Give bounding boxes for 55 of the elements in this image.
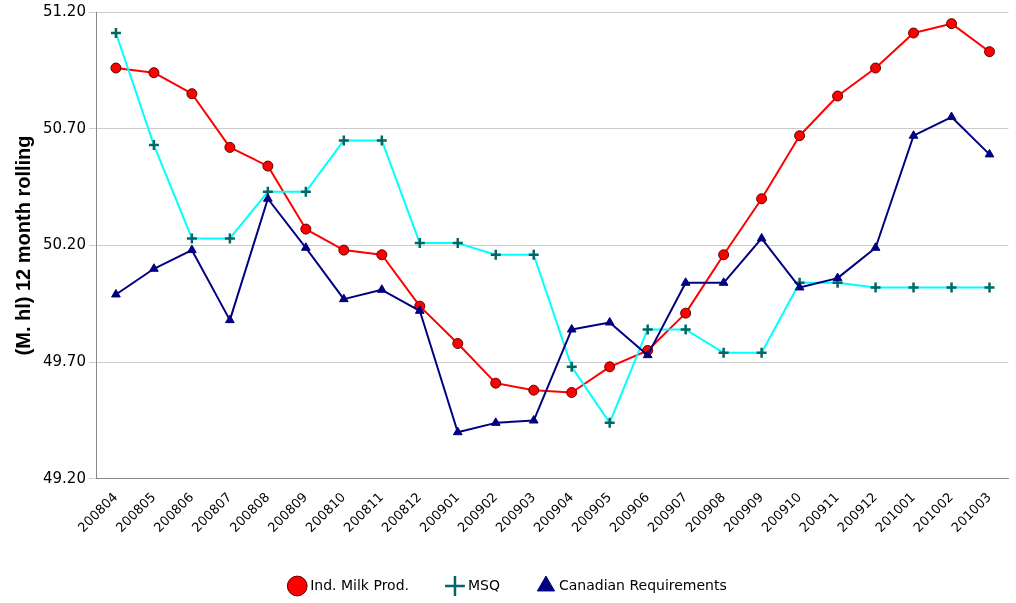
point: [301, 242, 311, 251]
point: [262, 160, 274, 172]
y-tick-label: 51.20: [42, 1, 86, 20]
point: [718, 249, 730, 261]
point: [946, 18, 958, 30]
point: [528, 384, 540, 396]
y-tick-label: 50.70: [42, 118, 86, 137]
point: [984, 148, 995, 158]
point: [794, 130, 806, 142]
point: [452, 337, 464, 349]
legend-label: Canadian Requirements: [558, 576, 727, 593]
point: [414, 305, 425, 314]
point: [111, 288, 121, 298]
point: [376, 249, 388, 261]
point: [870, 62, 882, 74]
point: [490, 377, 502, 389]
point: [225, 314, 235, 324]
point: [642, 349, 653, 359]
point: [187, 244, 197, 254]
point: [376, 284, 387, 293]
y-tick-label: 50.20: [42, 235, 86, 254]
legend-label: MSQ: [467, 576, 500, 593]
point: [224, 141, 236, 153]
point: [528, 415, 539, 424]
point: [263, 193, 273, 202]
point: [338, 293, 349, 303]
point: [680, 307, 692, 319]
point: [680, 277, 691, 286]
point: [604, 316, 615, 326]
point: [832, 90, 844, 102]
point: [908, 130, 919, 139]
point: [452, 426, 463, 436]
point: [149, 263, 159, 272]
point: [794, 281, 805, 291]
point: [186, 88, 198, 100]
point: [870, 242, 881, 251]
point: [148, 67, 160, 79]
point: [946, 111, 957, 121]
y-tick-label: 49.20: [42, 468, 86, 487]
point: [718, 277, 729, 286]
point: [756, 193, 768, 205]
point: [832, 272, 843, 282]
point: [908, 27, 920, 39]
point: [110, 62, 122, 74]
y-tick-label: 49.70: [42, 352, 86, 371]
point: [300, 223, 312, 235]
point: [490, 417, 501, 426]
point: [984, 46, 996, 58]
point: [756, 232, 767, 242]
y-axis-title: (M. hl) 12 month rolling: [11, 135, 34, 356]
point: [604, 361, 616, 373]
point: [338, 244, 350, 256]
point: [566, 323, 577, 333]
legend-label: Ind. Milk Prod.: [310, 576, 409, 593]
point: [566, 387, 578, 399]
